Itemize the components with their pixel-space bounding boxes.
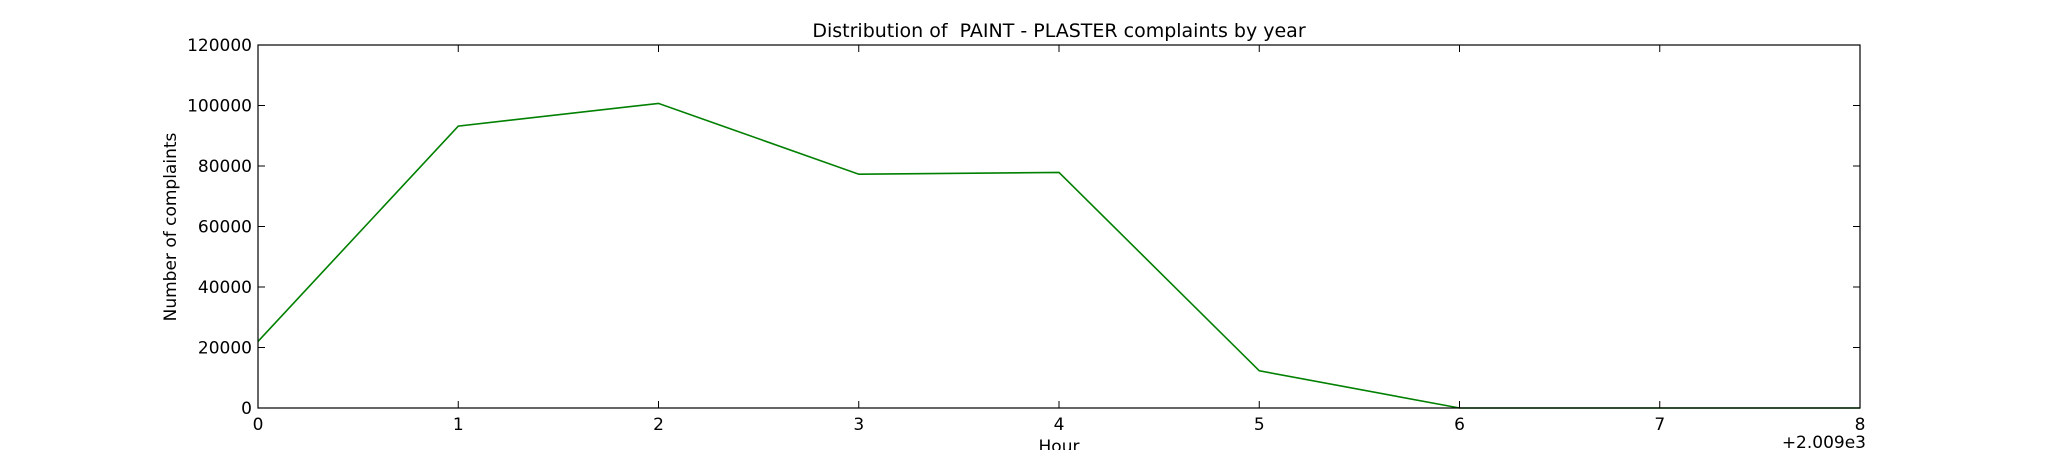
x-tick-label: 8 (1855, 415, 1866, 435)
x-tick-label: 2 (653, 415, 664, 435)
x-tick-label: 7 (1654, 415, 1665, 435)
y-axis-label: Number of complaints (161, 132, 181, 321)
x-tick-label: 4 (1054, 415, 1065, 435)
x-tick-label: 1 (453, 415, 464, 435)
y-tick-label: 120000 (187, 36, 252, 56)
y-tick-label: 100000 (187, 97, 252, 117)
y-tick-label: 20000 (198, 339, 252, 359)
x-axis-label: Hour (1039, 437, 1080, 450)
y-tick-label: 80000 (198, 157, 252, 177)
y-tick-label: 0 (241, 399, 252, 419)
axes: 0 1 2 3 4 5 6 7 8 0 20000 40000 60000 80000 100000 1200… (187, 36, 1865, 435)
y-tick-label: 40000 (198, 278, 252, 298)
x-axis-offset-label: +2.009e3 (1782, 433, 1866, 450)
x-tick-label: 5 (1254, 415, 1265, 435)
x-tick-label: 3 (853, 415, 864, 435)
x-tick-label: 6 (1454, 415, 1465, 435)
chart-title: Distribution of PAINT - PLASTER complain… (812, 20, 1305, 42)
y-tick-label: 60000 (198, 218, 252, 238)
x-tick-label: 0 (253, 415, 264, 435)
